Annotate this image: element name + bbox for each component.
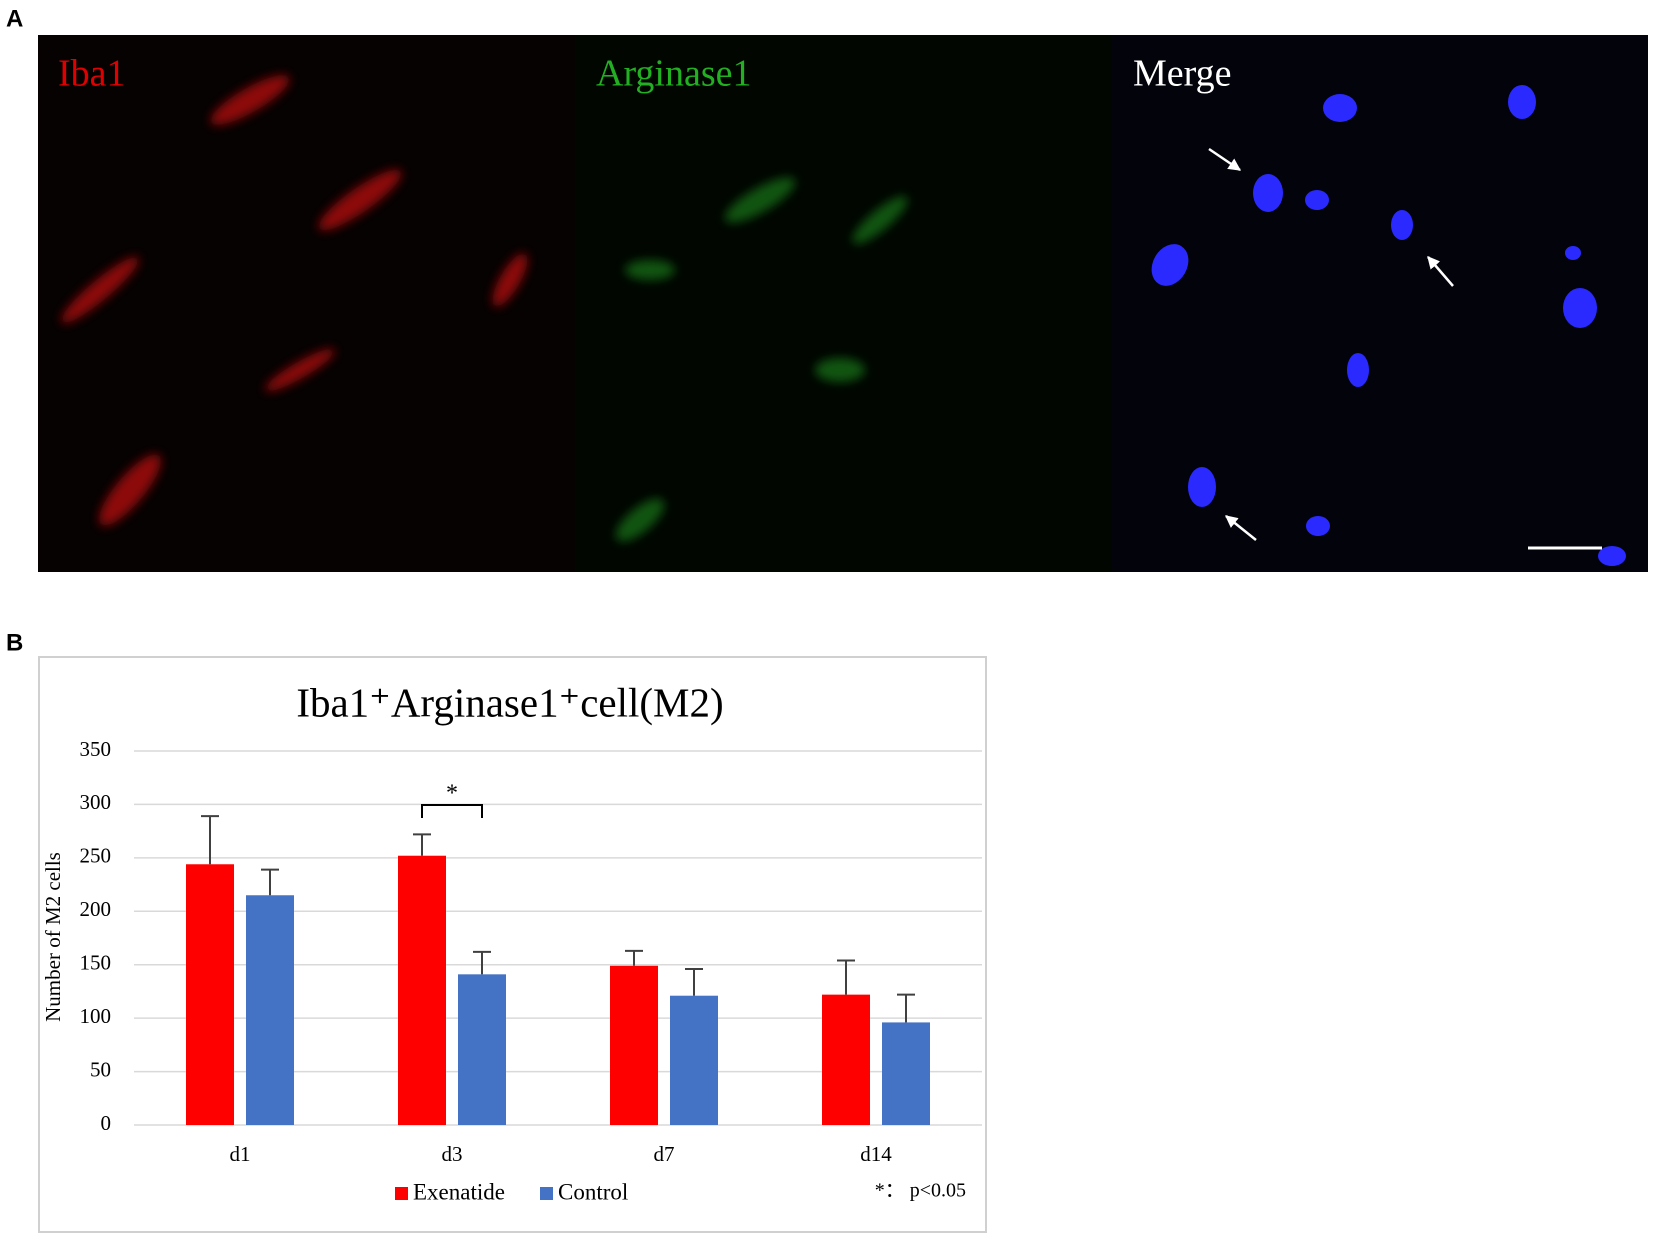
y-tick-label: 150 — [80, 951, 112, 975]
bar — [398, 855, 446, 1125]
x-tick-label: d1 — [230, 1142, 251, 1166]
image-label: Iba1 — [58, 53, 126, 95]
bar — [610, 965, 658, 1125]
error-bar — [473, 950, 491, 975]
x-tick-label: d14 — [860, 1142, 892, 1166]
legend-label: Exenatide — [413, 1179, 505, 1204]
significance-mark: * — [446, 781, 458, 807]
image-label: Arginase1 — [596, 53, 752, 95]
bar — [670, 995, 718, 1125]
x-tick-label: d3 — [442, 1142, 463, 1166]
error-bar — [625, 949, 643, 966]
y-tick-label: 350 — [80, 737, 112, 761]
significance-bracket — [421, 804, 483, 818]
significance-note: *： p<0.05 — [875, 1180, 966, 1202]
y-tick-label: 250 — [80, 844, 112, 868]
bar — [186, 864, 234, 1125]
error-bar — [897, 993, 915, 1023]
bar — [246, 895, 294, 1125]
chart-frame — [38, 656, 987, 1233]
error-bar — [261, 868, 279, 896]
legend-swatch — [395, 1187, 408, 1200]
micrograph-iba1 — [38, 35, 575, 572]
error-bar — [413, 833, 431, 856]
y-axis-label: Number of M2 cells — [41, 852, 65, 1022]
legend-swatch — [540, 1187, 553, 1200]
panel-letter: A — [6, 5, 23, 32]
bar — [882, 1022, 930, 1125]
legend-label: Control — [558, 1179, 628, 1204]
error-bar — [685, 967, 703, 996]
x-tick-label: d7 — [654, 1142, 675, 1166]
y-tick-label: 0 — [101, 1111, 112, 1135]
micrograph-merge — [1112, 35, 1648, 572]
y-tick-label: 50 — [90, 1057, 111, 1081]
image-label: Merge — [1133, 53, 1232, 95]
bar — [458, 974, 506, 1125]
panel-letter: B — [6, 629, 23, 656]
y-tick-label: 100 — [80, 1004, 112, 1028]
bar — [822, 994, 870, 1125]
y-tick-label: 200 — [80, 897, 112, 921]
error-bar — [201, 815, 219, 865]
micrograph-arginase1 — [575, 35, 1112, 572]
chart-title: Iba1⁺Arginase1⁺cell(M2) — [296, 679, 723, 725]
error-bar — [837, 959, 855, 995]
y-tick-label: 300 — [80, 790, 112, 814]
